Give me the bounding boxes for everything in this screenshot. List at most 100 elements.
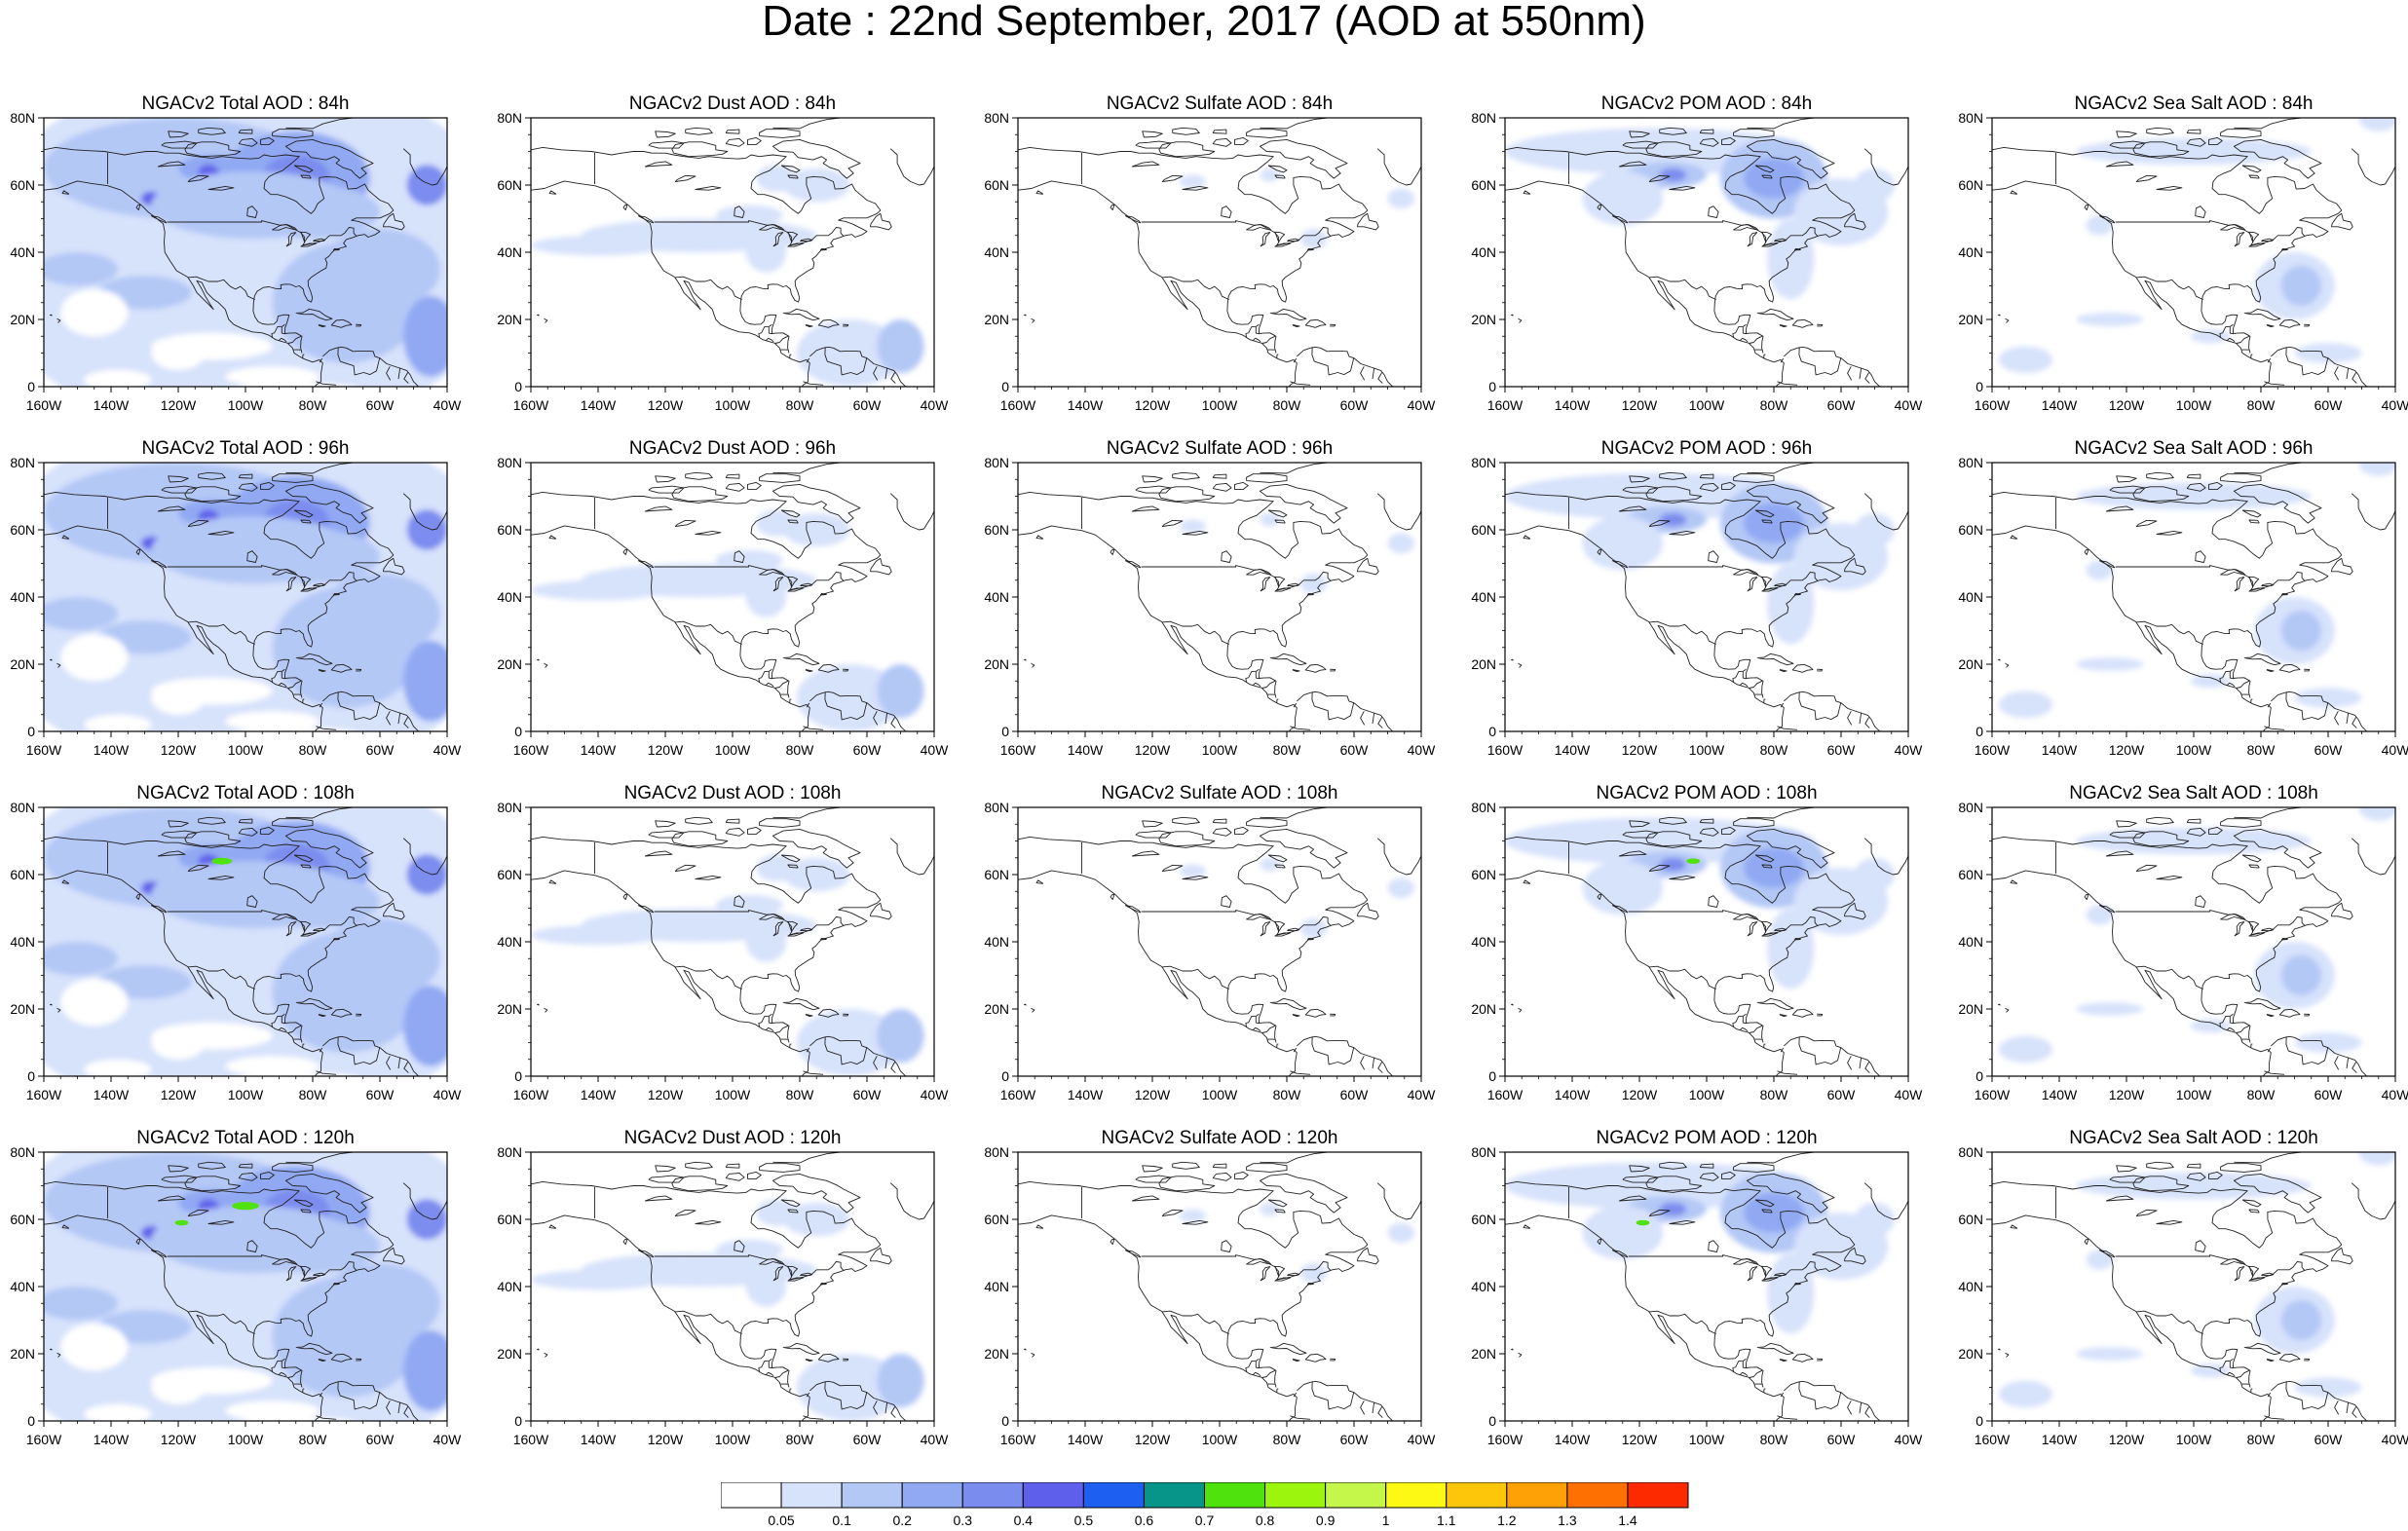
- country-border: [1864, 1062, 1870, 1073]
- aod-patch: [151, 1370, 206, 1404]
- map-panel-sulfate: NGACv2 Sulfate AOD : 96h 160W 140W 120W 100W…: [976, 438, 1436, 783]
- aod-patch: [151, 1206, 354, 1274]
- coastline: [168, 131, 189, 138]
- country-border: [1864, 372, 1870, 384]
- country-border: [1276, 354, 1279, 358]
- aod-patch: [2190, 1019, 2231, 1033]
- map-panel-sulfate: NGACv2 Sulfate AOD : 108h 160W 140W 120W 100…: [976, 783, 1436, 1128]
- coastline: [1246, 1163, 1288, 1173]
- lon-tick-label: 160W: [1487, 1087, 1524, 1102]
- aod-patch: [319, 917, 441, 999]
- coastline: [548, 190, 557, 195]
- coastline: [150, 560, 168, 569]
- country-border: [1739, 682, 1749, 688]
- lon-tick-label: 100W: [1689, 1432, 1725, 1447]
- coastline: [1843, 902, 1866, 920]
- country-border: [674, 965, 742, 990]
- coastline: [1260, 463, 1328, 474]
- lake-outline: [786, 1265, 799, 1278]
- lon-tick-label: 100W: [1202, 1087, 1238, 1102]
- coastline: [725, 129, 740, 134]
- coastline: [322, 1380, 420, 1421]
- lon-tick-label: 100W: [228, 742, 264, 758]
- coastline: [1292, 324, 1300, 328]
- country-border: [803, 726, 824, 730]
- map-panel-dust: NGACv2 Dust AOD : 96h 160W 140W 120W 100W 80W…: [489, 438, 949, 783]
- lon-tick-label: 40W: [433, 1087, 463, 1102]
- aod-patch: [2086, 560, 2114, 580]
- coastline: [318, 1014, 326, 1018]
- aod-hotspot: [1636, 1219, 1650, 1226]
- aod-field: [1505, 128, 1896, 300]
- map-canvas: 160W 140W 120W 100W 80W 60W 40W 80N 60N 40N 20N 0: [1958, 800, 2408, 1102]
- country-border: [1311, 691, 1355, 721]
- aod-patch: [1387, 533, 1415, 554]
- map-panel-pom: NGACv2 POM AOD : 108h 160W 140W 120W 100W 80W…: [1463, 783, 1923, 1128]
- country-border: [337, 347, 381, 376]
- aod-patch: [2294, 343, 2362, 363]
- coastline: [1356, 212, 1379, 231]
- country-border: [403, 372, 409, 384]
- lake-outline: [674, 1209, 696, 1216]
- aod-patch: [877, 1354, 924, 1408]
- lake-outline: [1273, 231, 1286, 243]
- coastline: [787, 1209, 799, 1214]
- lon-tick-label: 40W: [1895, 742, 1924, 758]
- country-border: [674, 620, 742, 646]
- lat-tick-label: 0: [1975, 379, 1983, 394]
- aod-patch: [151, 861, 354, 929]
- lon-tick-label: 60W: [853, 742, 883, 758]
- aod-patch: [1854, 1202, 1896, 1237]
- coastline: [531, 146, 882, 354]
- country-border: [2267, 1047, 2272, 1053]
- lat-tick-label: 60N: [497, 177, 522, 193]
- lake-outline: [695, 530, 722, 536]
- aod-patch: [1854, 512, 1896, 547]
- lon-tick-label: 40W: [1408, 397, 1437, 413]
- country-border: [1780, 1392, 1785, 1398]
- lake-outline: [644, 505, 673, 512]
- country-border: [2346, 1401, 2350, 1414]
- lat-tick-label: 40N: [1471, 934, 1496, 950]
- lake-outline: [299, 231, 312, 243]
- coastline: [1172, 816, 1200, 825]
- lake-outline: [2234, 577, 2245, 592]
- colorbar-swatch: [1325, 1482, 1387, 1509]
- aod-patch: [44, 252, 118, 286]
- lon-tick-label: 160W: [1975, 397, 2011, 413]
- aod-patch: [60, 634, 129, 682]
- coastline: [1376, 838, 1421, 876]
- aod-patch: [2076, 827, 2312, 855]
- country-border: [278, 1027, 287, 1032]
- country-border: [765, 1371, 774, 1377]
- coastline: [1110, 548, 1115, 555]
- aod-patch: [2358, 118, 2395, 131]
- country-border: [1732, 1013, 1747, 1028]
- country-border: [1732, 323, 1747, 339]
- coastline: [1124, 1250, 1142, 1258]
- coastline: [544, 662, 548, 668]
- country-border: [2135, 965, 2203, 990]
- coastlines: [1992, 118, 2395, 387]
- lat-tick-label: 20N: [1958, 312, 1983, 327]
- coastlines: [1505, 118, 1908, 387]
- coastline: [1304, 318, 1327, 328]
- coastline: [725, 482, 745, 492]
- aod-patch: [2358, 1152, 2395, 1166]
- coastline: [382, 1247, 405, 1265]
- country-border: [2346, 1057, 2350, 1069]
- aod-patch: [246, 383, 353, 387]
- coastline: [1699, 818, 1714, 824]
- country-border: [1628, 220, 1819, 246]
- lat-tick-label: 0: [1001, 1068, 1009, 1084]
- country-border: [2334, 366, 2340, 381]
- panel-title: NGACv2 Sea Salt AOD : 96h: [2074, 438, 2314, 459]
- map-canvas: 160W 140W 120W 100W 80W 60W 40W 80N 60N 40N 20N 0: [1471, 455, 1924, 758]
- lat-tick-label: 0: [27, 1068, 35, 1084]
- coastline: [1035, 190, 1044, 195]
- coastline: [184, 1176, 242, 1192]
- country-border: [806, 702, 810, 708]
- coastline: [2116, 131, 2137, 138]
- aod-patch: [1767, 218, 1815, 300]
- aod-patch: [225, 1056, 320, 1076]
